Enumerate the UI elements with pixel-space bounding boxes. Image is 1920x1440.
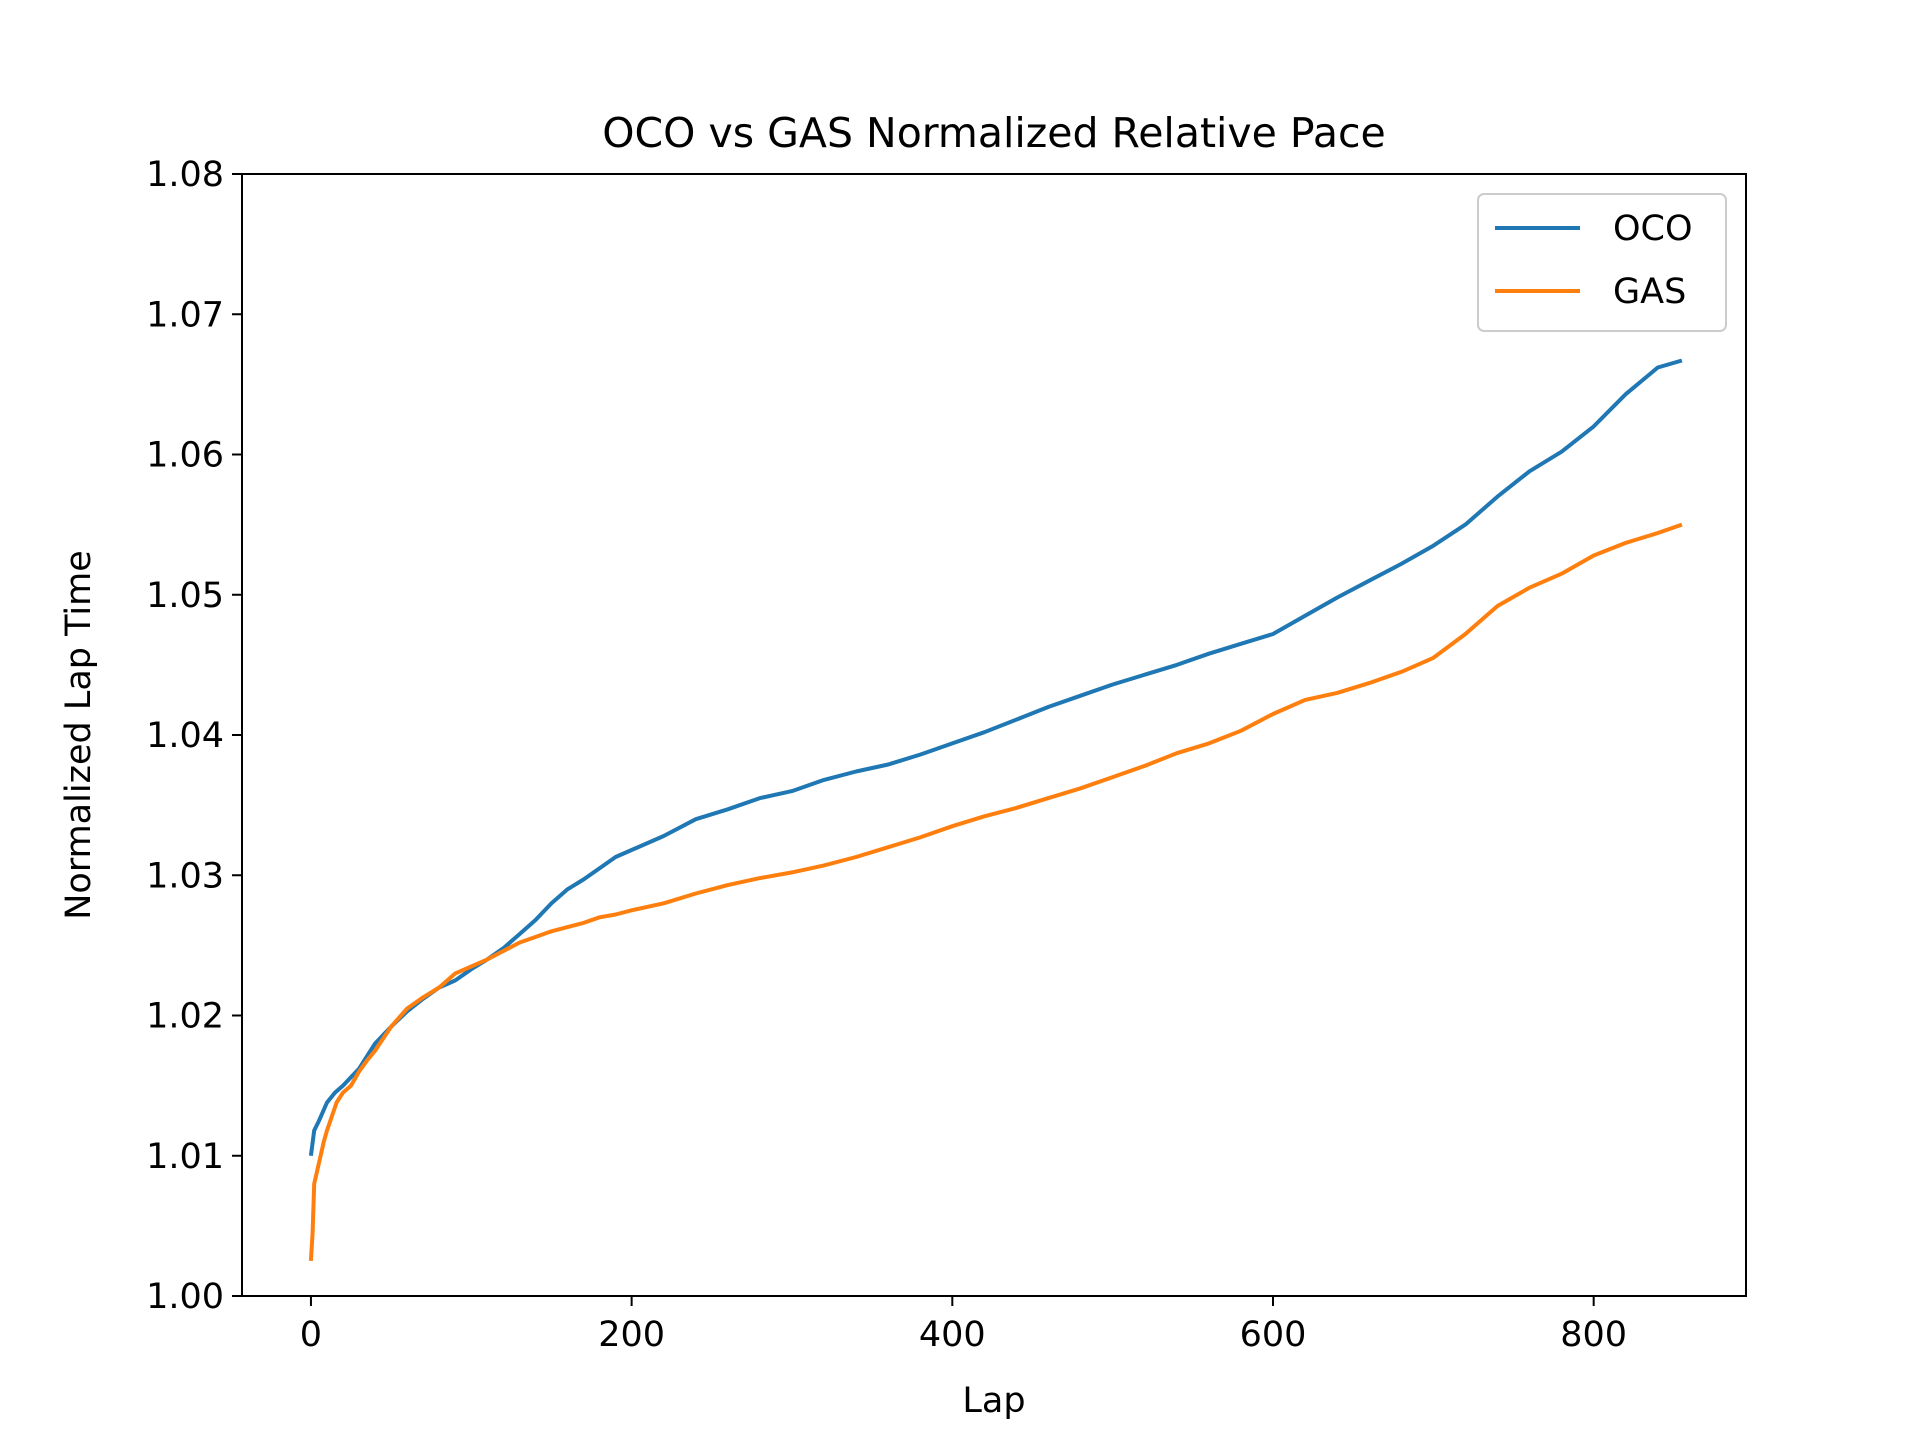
x-tick-label: 200 (598, 1315, 665, 1355)
legend: OCO GAS (1477, 193, 1727, 332)
x-axis: 0 200 400 600 800 (300, 1296, 1627, 1355)
y-tick-label: 1.06 (146, 436, 224, 476)
legend-label-oco: OCO (1613, 209, 1693, 249)
y-tick-label: 1.04 (146, 716, 224, 756)
y-tick-label: 1.08 (146, 155, 224, 195)
chart-title: OCO vs GAS Normalized Relative Pace (602, 109, 1385, 157)
y-tick-label: 1.07 (146, 295, 224, 335)
x-axis-label: Lap (962, 1381, 1025, 1421)
x-tick-label: 400 (919, 1315, 986, 1355)
y-tick-label: 1.05 (146, 576, 224, 616)
x-tick-label: 0 (300, 1315, 322, 1355)
y-tick-label: 1.03 (146, 856, 224, 896)
x-tick-label: 600 (1240, 1315, 1307, 1355)
y-tick-label: 1.00 (146, 1277, 224, 1317)
y-axis-label: Normalized Lap Time (59, 550, 99, 920)
series-layer (308, 358, 1683, 1262)
y-tick-label: 1.02 (146, 997, 224, 1037)
y-axis: 1.00 1.01 1.02 1.03 1.04 1.05 1.06 1.07 1.08 (146, 155, 242, 1317)
x-tick-label: 800 (1560, 1315, 1627, 1355)
series-line-gas (308, 522, 1683, 1262)
legend-label-gas: GAS (1613, 272, 1686, 312)
y-tick-label: 1.01 (146, 1137, 224, 1177)
